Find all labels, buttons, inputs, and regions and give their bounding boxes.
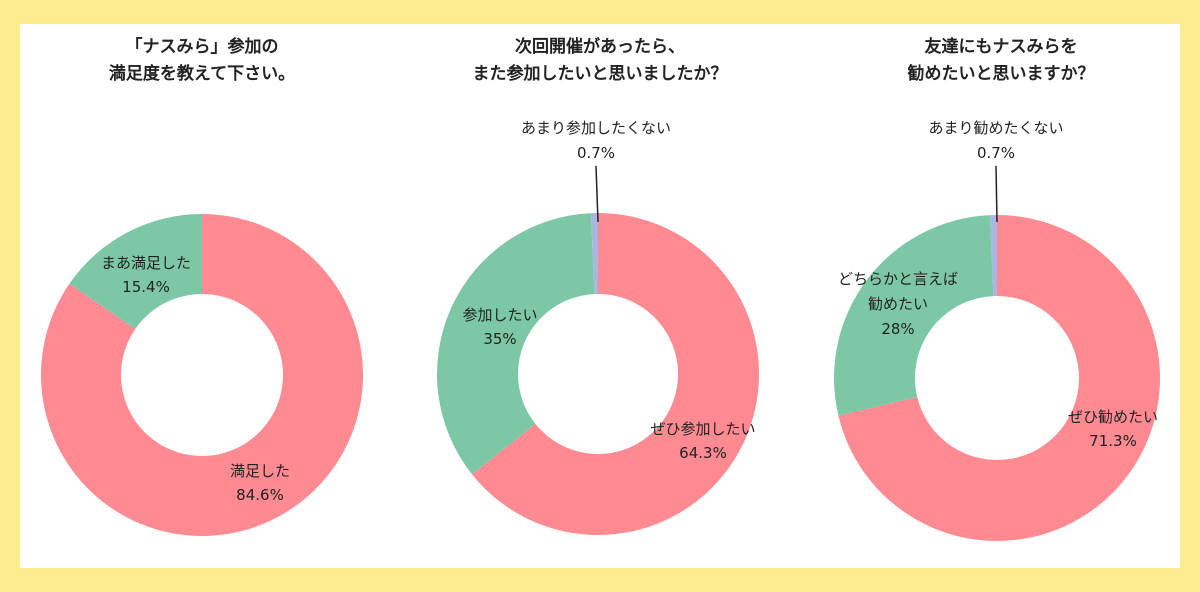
donut-slice	[834, 215, 994, 416]
donut-slice	[41, 214, 364, 536]
slice-value: 84.6%	[236, 486, 284, 504]
slice-label: 満足した	[230, 462, 290, 480]
slice-label: 参加したい	[462, 306, 537, 324]
chart-title-line-2: 満足度を教えて下さい。	[109, 63, 295, 84]
leader-line	[995, 165, 998, 223]
donut-slice	[989, 215, 997, 297]
chart-title-line-2: また参加したいと思いましたか？	[473, 63, 728, 84]
slice-label: まあ満足した	[101, 254, 191, 272]
slice-value: 64.3%	[679, 444, 727, 462]
chart-recommend: 友達にもナスみらを 勧めたいと思いますか？ ぜひ勧めたい 71.3% どちらかと…	[834, 36, 1161, 541]
donut-slice	[69, 213, 202, 330]
leader-line	[595, 165, 599, 223]
slice-value: 0.7%	[977, 144, 1015, 162]
slice-label: あまり勧めたくない	[928, 119, 1063, 137]
slice-label: どちらかと言えば	[838, 270, 958, 288]
slice-label: ぜひ参加したい	[650, 420, 755, 438]
chart-title-line-1: 次回開催があったら、	[515, 36, 685, 57]
donut-slice	[472, 213, 760, 535]
donut-slice	[590, 213, 598, 295]
slice-value: 71.3%	[1089, 432, 1137, 450]
slice-label: ぜひ勧めたい	[1068, 408, 1158, 426]
chart-satisfaction: 「ナスみら」参加の 満足度を教えて下さい。 満足した 84.6% まあ満足した …	[41, 36, 364, 536]
chart-title-line-1: 「ナスみら」参加の	[126, 36, 279, 57]
donut-slice	[838, 215, 1161, 541]
chart-title-line-1: 友達にもナスみらを	[925, 36, 1078, 57]
chart-participate-again: 次回開催があったら、 また参加したいと思いましたか？ ぜひ参加したい 64.3%…	[436, 36, 760, 535]
slice-label: あまり参加したくない	[521, 119, 671, 137]
slice-label: 勧めたい	[868, 295, 928, 313]
slice-value: 28%	[881, 320, 914, 338]
slice-value: 15.4%	[122, 278, 170, 296]
slice-value: 35%	[483, 330, 516, 348]
slice-value: 0.7%	[577, 144, 615, 162]
chart-title-line-2: 勧めたいと思いますか？	[908, 63, 1095, 84]
donut-slice	[436, 213, 595, 475]
